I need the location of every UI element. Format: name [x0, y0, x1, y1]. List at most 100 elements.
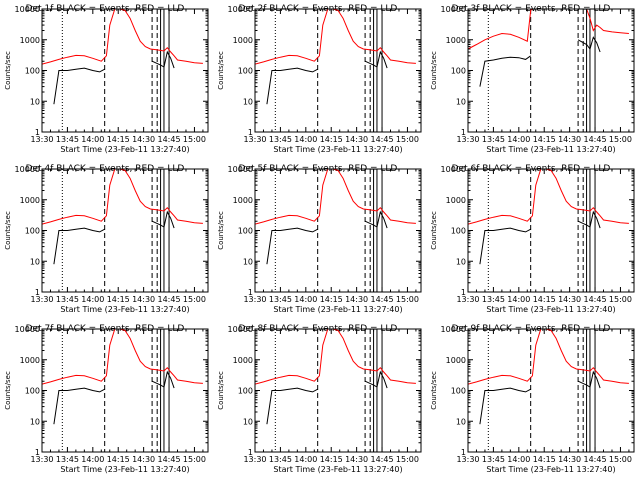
- x-tick-label: 14:00: [507, 455, 530, 464]
- x-tick-label: 14:45: [371, 455, 394, 464]
- x-tick-label: 13:45: [56, 295, 79, 304]
- x-axis-label: Start Time (23-Feb-11 13:27:40): [273, 305, 402, 314]
- x-tick-label: 15:00: [609, 135, 632, 144]
- series-events-line: [479, 210, 601, 265]
- x-tick-label: 14:15: [107, 295, 130, 304]
- x-tick-label: 15:00: [396, 135, 419, 144]
- y-tick-label: 1000: [233, 356, 253, 365]
- x-tick-label: 14:00: [81, 455, 104, 464]
- x-tick-label: 13:30: [30, 295, 53, 304]
- series-events-line: [479, 370, 601, 425]
- x-tick-label: 13:45: [269, 295, 292, 304]
- x-tick-label: 14:30: [345, 295, 368, 304]
- series-group: [42, 329, 203, 425]
- y-tick-label: 100: [238, 387, 253, 396]
- x-tick-label: 13:30: [243, 295, 266, 304]
- y-axis-label: Counts/sec: [217, 371, 225, 410]
- x-tick-label: 14:15: [320, 135, 343, 144]
- y-tick-label: 1: [461, 448, 466, 457]
- series-group: [255, 9, 416, 105]
- x-tick-label: 15:00: [396, 455, 419, 464]
- series-group: [468, 329, 629, 425]
- event-markers: [274, 9, 383, 132]
- x-axis-label: Start Time (23-Feb-11 13:27:40): [486, 145, 615, 154]
- x-tick-label: 14:45: [371, 295, 394, 304]
- x-axis-label: Start Time (23-Feb-11 13:27:40): [60, 145, 189, 154]
- x-tick-label: 13:30: [456, 135, 479, 144]
- x-tick-label: 14:00: [294, 135, 317, 144]
- series-events-line: [53, 370, 175, 425]
- chart-panel-4: Det 4f BLACK = Events, RED = LLD11010010…: [4, 164, 209, 314]
- series-events-line: [53, 210, 175, 265]
- y-tick-label: 10: [456, 257, 466, 266]
- x-tick-label: 13:30: [456, 295, 479, 304]
- x-tick-label: 15:00: [396, 295, 419, 304]
- y-tick-label: 1: [248, 448, 253, 457]
- y-tick-label: 1: [461, 128, 466, 137]
- y-axis-label: Counts/sec: [4, 371, 12, 410]
- x-tick-label: 13:30: [456, 455, 479, 464]
- y-axis-label: Counts/sec: [430, 51, 438, 90]
- y-tick-label: 10000: [15, 165, 40, 174]
- x-tick-label: 13:30: [243, 455, 266, 464]
- series-group: [255, 329, 416, 425]
- x-axis-label: Start Time (23-Feb-11 13:27:40): [273, 145, 402, 154]
- x-tick-label: 13:30: [243, 135, 266, 144]
- y-tick-label: 1000: [20, 196, 40, 205]
- x-tick-label: 14:45: [584, 455, 607, 464]
- chart-panel-7: Det 7f BLACK = Events, RED = LLD11010010…: [4, 324, 209, 474]
- series-events-line: [266, 370, 388, 425]
- x-tick-label: 14:15: [320, 455, 343, 464]
- x-tick-label: 14:30: [558, 455, 581, 464]
- event-markers: [61, 169, 170, 292]
- x-tick-label: 13:45: [269, 135, 292, 144]
- x-tick-label: 14:15: [320, 295, 343, 304]
- series-lld-line: [42, 169, 203, 225]
- x-axis-label: Start Time (23-Feb-11 13:27:40): [60, 305, 189, 314]
- y-tick-label: 1000: [20, 36, 40, 45]
- y-tick-label: 1000: [233, 36, 253, 45]
- y-tick-label: 100: [238, 227, 253, 236]
- x-tick-label: 13:30: [30, 135, 53, 144]
- series-group: [468, 9, 629, 87]
- x-tick-label: 14:00: [507, 135, 530, 144]
- series-group: [42, 169, 203, 265]
- y-tick-label: 10000: [441, 325, 466, 334]
- y-tick-label: 1000: [233, 196, 253, 205]
- y-tick-label: 10: [30, 257, 40, 266]
- y-tick-label: 1: [248, 288, 253, 297]
- event-markers: [487, 9, 596, 132]
- x-tick-label: 14:45: [584, 135, 607, 144]
- x-tick-label: 15:00: [183, 135, 206, 144]
- y-tick-label: 10000: [441, 5, 466, 14]
- x-tick-label: 15:00: [609, 455, 632, 464]
- event-markers: [274, 169, 383, 292]
- series-lld-line: [42, 329, 203, 385]
- event-markers: [487, 169, 596, 292]
- x-tick-label: 13:45: [482, 295, 505, 304]
- y-tick-label: 1000: [446, 36, 466, 45]
- series-lld-line: [255, 9, 416, 65]
- x-tick-label: 14:45: [371, 135, 394, 144]
- y-tick-label: 10: [243, 97, 253, 106]
- x-tick-label: 14:00: [294, 295, 317, 304]
- x-tick-label: 13:45: [269, 455, 292, 464]
- y-axis-label: Counts/sec: [217, 211, 225, 250]
- y-tick-label: 100: [25, 387, 40, 396]
- y-tick-label: 1: [248, 128, 253, 137]
- series-lld-line: [42, 9, 203, 65]
- series-group: [255, 169, 416, 265]
- x-tick-label: 14:45: [158, 295, 181, 304]
- x-tick-label: 13:45: [56, 455, 79, 464]
- event-markers: [274, 329, 383, 452]
- chart-panel-1: Det 1f BLACK = Events, RED = LLD11010010…: [4, 4, 209, 154]
- y-axis-label: Counts/sec: [4, 211, 12, 250]
- y-tick-label: 100: [451, 67, 466, 76]
- series-lld-line: [255, 169, 416, 225]
- x-tick-label: 14:00: [81, 135, 104, 144]
- series-events-line: [53, 50, 175, 105]
- x-tick-label: 14:15: [533, 295, 556, 304]
- series-lld-line: [468, 9, 629, 50]
- event-markers: [61, 329, 170, 452]
